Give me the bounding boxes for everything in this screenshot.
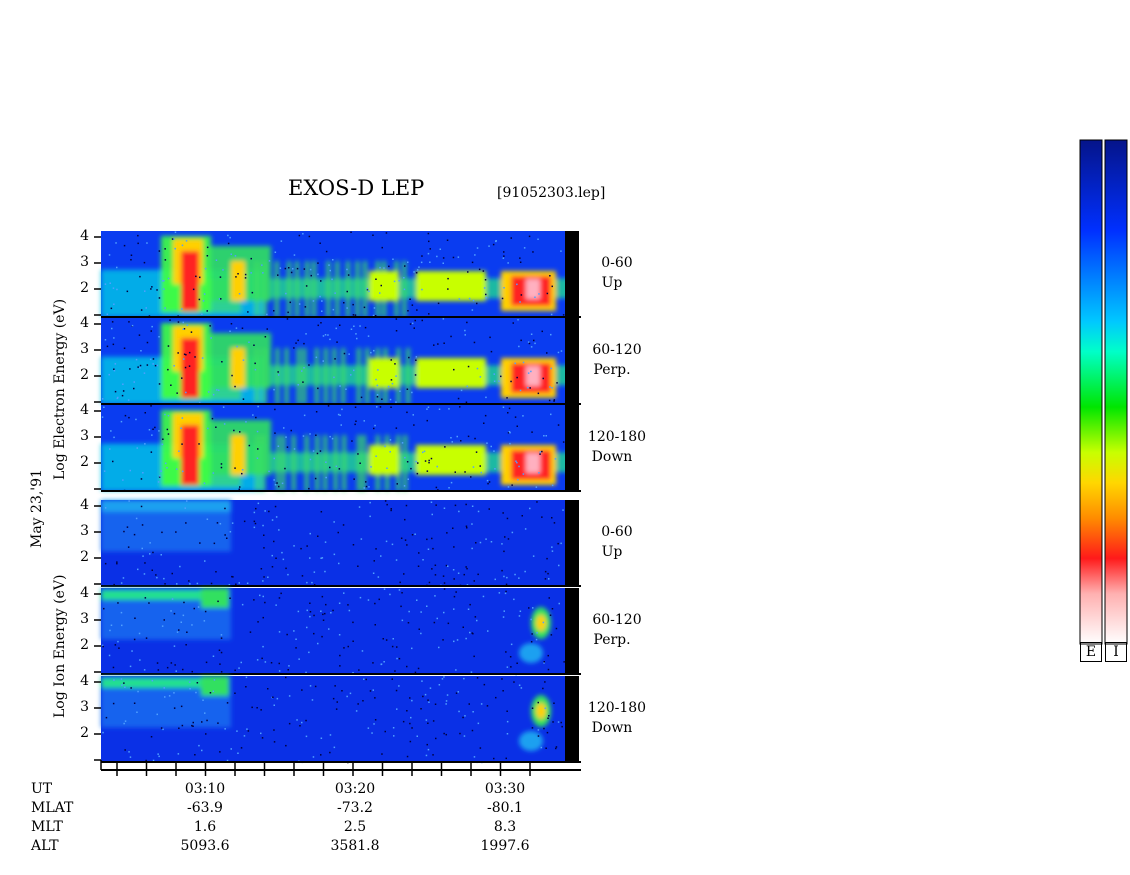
- y-tick-label: 2: [80, 637, 89, 653]
- y-tick-label: 4: [80, 402, 89, 418]
- orbit-value: 03:30: [484, 781, 526, 797]
- direction-label: Up: [601, 544, 623, 560]
- chart-title: EXOS-D LEP: [288, 176, 425, 200]
- spectrogram-panel-4: [101, 500, 581, 587]
- orbit-row-label: MLAT: [31, 800, 74, 816]
- y-tick-label: 2: [80, 367, 89, 383]
- y-tick-label: 4: [80, 497, 89, 513]
- direction-label: Down: [591, 720, 633, 736]
- spectrogram-panel-5: [101, 588, 581, 676]
- pitch-angle-label: 120-180: [587, 429, 647, 445]
- colorbar-ion: [1104, 139, 1128, 645]
- y-tick-label: 3: [80, 428, 89, 444]
- orbit-row-label: UT: [31, 781, 53, 797]
- orbit-value: -63.9: [187, 800, 223, 816]
- y-tick-label: 3: [80, 523, 89, 539]
- colorbar-label-i: I: [1105, 642, 1127, 662]
- pitch-angle-label: 0-60: [601, 255, 633, 271]
- orbit-value: 1997.6: [480, 838, 530, 854]
- spectrogram-panel-3: [101, 405, 581, 492]
- y-tick-label: 2: [80, 725, 89, 741]
- orbit-value: 2.5: [343, 819, 367, 835]
- orbit-value: 8.3: [493, 819, 517, 835]
- pitch-angle-label: 120-180: [587, 700, 647, 716]
- orbit-value: 03:20: [334, 781, 376, 797]
- direction-label: Perp.: [593, 362, 631, 378]
- colorbar-electron: [1079, 139, 1103, 645]
- file-name: [91052303.lep]: [497, 185, 606, 201]
- spectrogram-panel-2: [101, 318, 581, 405]
- colorbar-label-e: E: [1080, 642, 1102, 662]
- spectrogram-panel-6: [101, 676, 581, 764]
- orbit-row-label: ALT: [31, 838, 59, 854]
- direction-label: Down: [591, 449, 633, 465]
- orbit-value: 5093.6: [180, 838, 230, 854]
- spectrogram-panel-1: [101, 231, 581, 319]
- y-tick-label: 3: [80, 699, 89, 715]
- orbit-value: 3581.8: [330, 838, 380, 854]
- orbit-value: -73.2: [337, 800, 373, 816]
- y-tick-label: 2: [80, 454, 89, 470]
- orbit-value: -80.1: [487, 800, 523, 816]
- pitch-angle-label: 60-120: [592, 342, 642, 358]
- pitch-angle-label: 0-60: [601, 524, 633, 540]
- y-tick-label: 3: [80, 611, 89, 627]
- direction-label: Up: [601, 275, 623, 291]
- y-tick-label: 3: [80, 254, 89, 270]
- orbit-value: 1.6: [193, 819, 217, 835]
- y-tick-label: 4: [80, 673, 89, 689]
- orbit-value: 03:10: [184, 781, 226, 797]
- y-tick-label: 4: [80, 228, 89, 244]
- pitch-angle-label: 60-120: [592, 612, 642, 628]
- y-tick-label: 4: [80, 585, 89, 601]
- y-tick-label: 2: [80, 280, 89, 296]
- y-tick-label: 4: [80, 315, 89, 331]
- y-tick-label: 2: [80, 549, 89, 565]
- orbit-row-label: MLT: [31, 819, 63, 835]
- y-tick-label: 3: [80, 341, 89, 357]
- direction-label: Perp.: [593, 632, 631, 648]
